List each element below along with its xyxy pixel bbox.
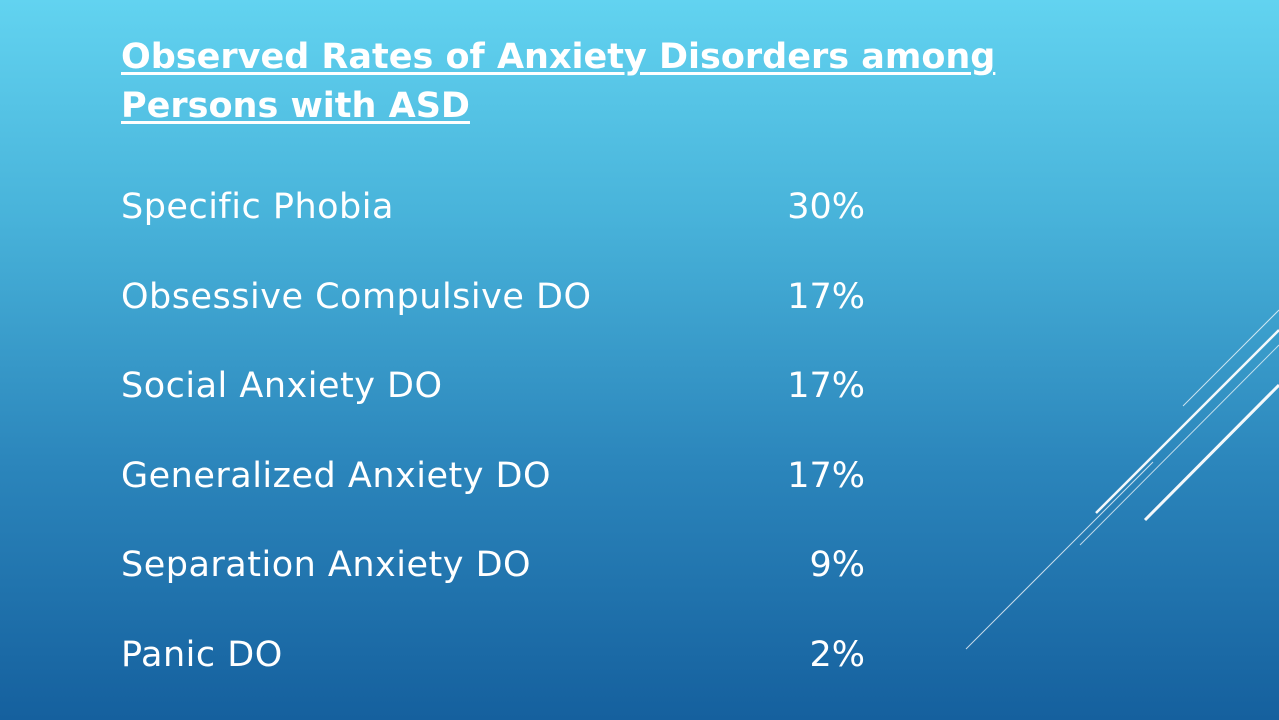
disorder-rate: 2% [809,634,865,675]
list-item: Generalized Anxiety DO 17% [121,449,881,539]
list-item: Specific Phobia 30% [121,180,881,270]
disorder-label: Social Anxiety DO [121,366,443,406]
decor-line [1095,329,1279,514]
list-item: Obsessive Compulsive DO 17% [121,270,881,360]
disorder-label: Panic DO [121,634,283,675]
disorder-rate-list: Specific Phobia 30% Obsessive Compulsive… [121,180,881,717]
decor-line [1182,309,1279,407]
decor-line [965,461,1154,650]
list-item: Separation Anxiety DO 9% [121,538,881,628]
disorder-rate: 17% [787,455,865,496]
disorder-label: Generalized Anxiety DO [121,455,552,496]
disorder-rate: 17% [787,276,865,317]
slide-title: Observed Rates of Anxiety Disorders amon… [121,37,996,126]
disorder-rate: 9% [809,545,865,585]
disorder-rate: 30% [787,187,865,227]
disorder-label: Separation Anxiety DO [121,545,532,585]
disorder-label: Obsessive Compulsive DO [121,276,592,317]
decor-line [1143,383,1279,522]
disorder-label: Specific Phobia [121,187,394,227]
list-item: Social Anxiety DO 17% [121,359,881,449]
disorder-rate: 17% [787,366,865,406]
decor-line [1079,344,1279,546]
list-item: Panic DO 2% [121,628,881,718]
